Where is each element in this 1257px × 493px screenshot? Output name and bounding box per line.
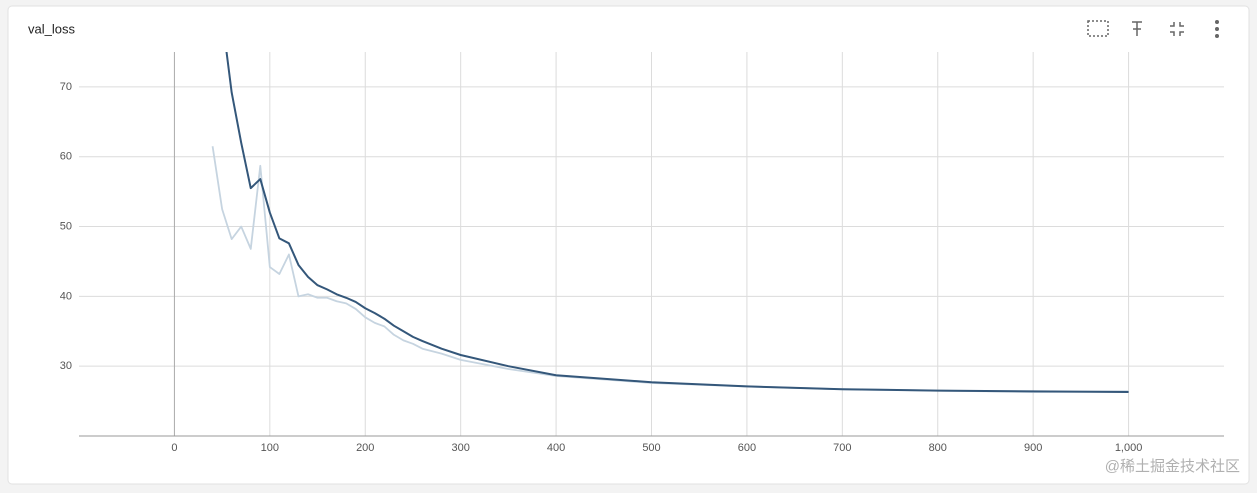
y-tick-label: 30 — [60, 360, 72, 372]
grid — [79, 52, 1224, 436]
x-tick-label: 600 — [738, 442, 756, 454]
pin-icon[interactable] — [1132, 21, 1142, 36]
watermark: @稀土掘金技术社区 — [1105, 458, 1240, 475]
series-line — [225, 52, 1129, 394]
y-tick-label: 50 — [60, 220, 72, 232]
x-tick-label: 700 — [833, 442, 851, 454]
y-tick-label: 40 — [60, 290, 72, 302]
y-tick-label: 60 — [60, 151, 72, 163]
x-tick-label: 200 — [356, 442, 374, 454]
expand-icon[interactable] — [1170, 22, 1184, 36]
toolbar[interactable] — [1087, 20, 1219, 38]
x-tick-label: 500 — [642, 442, 660, 454]
x-tick-label: 400 — [547, 442, 565, 454]
x-tick-label: 800 — [929, 442, 947, 454]
menu-icon[interactable] — [1215, 20, 1219, 38]
fit-icon[interactable] — [1087, 20, 1109, 37]
chart-title: val_loss — [28, 21, 75, 36]
x-tick-label: 900 — [1024, 442, 1042, 454]
card — [7, 5, 1250, 485]
x-tick-label: 300 — [451, 442, 469, 454]
x-tick-label: 100 — [261, 442, 279, 454]
x-tick-label: 0 — [171, 442, 177, 454]
plot-area — [211, 52, 1129, 394]
x-tick-label: 1,000 — [1115, 442, 1143, 454]
y-tick-label: 70 — [60, 81, 72, 93]
